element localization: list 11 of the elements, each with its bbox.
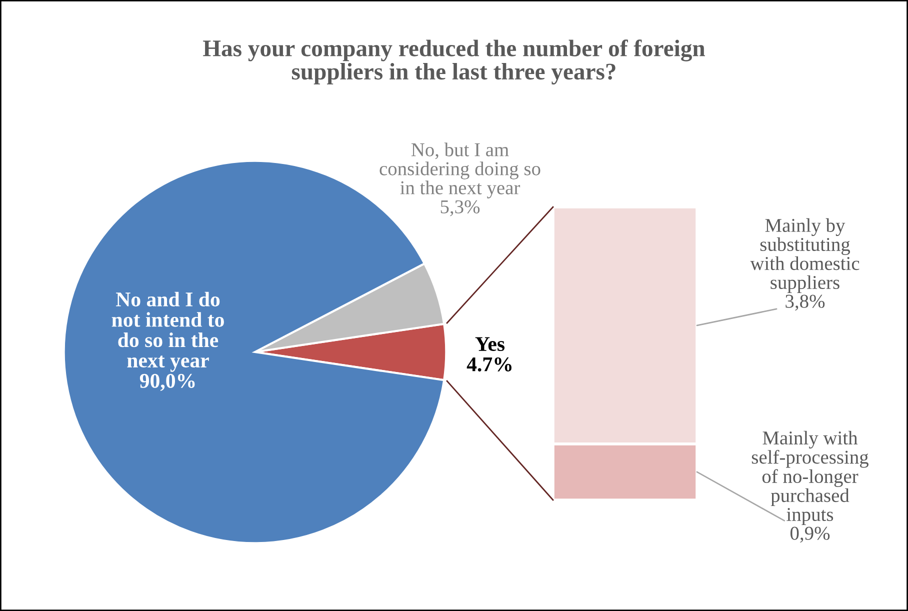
slice-label: Yes xyxy=(475,337,505,352)
chart-title: Has your company reduced the number of foreign suppliers in the last three years? xyxy=(203,40,705,84)
data-label: 5,3% xyxy=(440,200,480,216)
slice-label: No, but I am considering doing so in the next year xyxy=(380,142,540,198)
slice-label: No and I do not intend to do so in the next year xyxy=(112,292,224,372)
text: Mainly with self-processing of no-longer purchased inputs xyxy=(752,430,868,525)
text: Mainly by substituting with domestic suppliers xyxy=(750,218,860,293)
data-label: 0,9% xyxy=(790,526,830,543)
data-label: 90,0% xyxy=(140,374,195,391)
data-label: 3,8% xyxy=(786,294,825,311)
data-label: 4.7% xyxy=(466,357,512,372)
